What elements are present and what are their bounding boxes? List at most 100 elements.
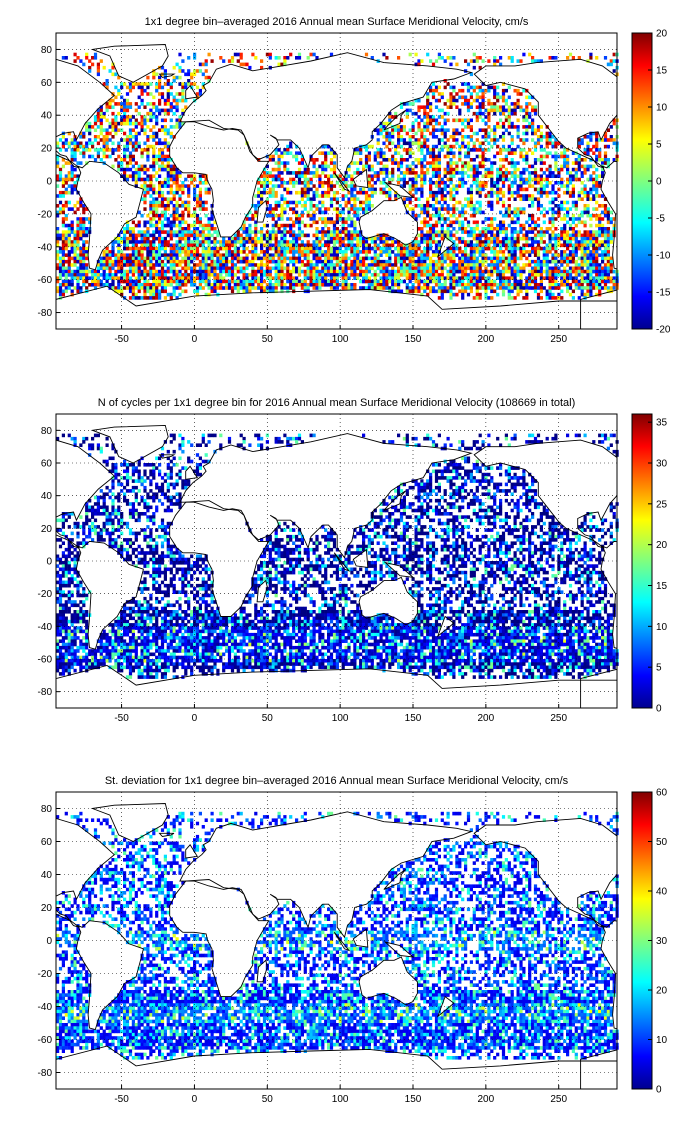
data-cell (534, 181, 537, 185)
data-cell (482, 148, 485, 152)
data-cell (514, 151, 517, 155)
data-cell (461, 250, 464, 254)
data-cell (537, 135, 540, 139)
data-cell (228, 260, 231, 264)
data-cell (572, 201, 575, 205)
data-cell (377, 132, 380, 136)
data-cell (572, 234, 575, 238)
data-cell (581, 191, 584, 195)
data-cell (432, 96, 435, 100)
data-cell (508, 240, 511, 244)
data-cell (275, 267, 278, 271)
data-cell (549, 247, 552, 251)
data-cell (502, 165, 505, 169)
data-cell (400, 247, 403, 251)
data-cell (563, 250, 566, 254)
data-cell (394, 260, 397, 264)
data-cell (237, 59, 240, 63)
data-cell (62, 191, 65, 195)
data-cell (240, 63, 243, 67)
data-cell (333, 221, 336, 225)
data-cell (476, 184, 479, 188)
data-cell (231, 263, 234, 267)
data-cell (336, 234, 339, 238)
data-cell (304, 194, 307, 198)
data-cell (82, 234, 85, 238)
data-cell (479, 105, 482, 109)
data-cell (432, 155, 435, 159)
data-cell (286, 201, 289, 205)
data-cell (406, 204, 409, 208)
data-cell (388, 158, 391, 162)
data-cell (496, 230, 499, 234)
data-cell (534, 161, 537, 165)
data-cell (176, 178, 179, 182)
data-cell (584, 148, 587, 152)
data-cell (417, 253, 420, 257)
data-cell (146, 234, 149, 238)
data-cell (397, 250, 400, 254)
data-cell (487, 237, 490, 241)
data-cell (601, 171, 604, 175)
data-cell (161, 119, 164, 123)
data-cell (129, 263, 132, 267)
data-cell (490, 204, 493, 208)
data-cell (575, 260, 578, 264)
data-cell (129, 257, 132, 261)
data-cell (190, 230, 193, 234)
data-cell (514, 125, 517, 129)
data-cell (333, 155, 336, 159)
data-cell (152, 174, 155, 178)
data-cell (275, 253, 278, 257)
data-cell (313, 250, 316, 254)
data-cell (531, 109, 534, 113)
data-cell (417, 138, 420, 142)
data-cell (280, 263, 283, 267)
data-cell (143, 230, 146, 234)
data-cell (409, 263, 412, 267)
data-cell (196, 204, 199, 208)
data-cell (584, 221, 587, 225)
data-cell (106, 250, 109, 254)
data-cell (254, 240, 257, 244)
data-cell (315, 237, 318, 241)
data-cell (458, 227, 461, 231)
data-cell (295, 257, 298, 261)
data-cell (138, 250, 141, 254)
data-cell (289, 247, 292, 251)
data-cell (68, 174, 71, 178)
data-cell (479, 263, 482, 267)
data-cell (117, 89, 120, 93)
data-cell (170, 224, 173, 228)
data-cell (345, 257, 348, 261)
data-cell (176, 181, 179, 185)
data-cell (435, 267, 438, 271)
data-cell (339, 214, 342, 218)
data-cell (540, 188, 543, 192)
data-cell (117, 145, 120, 149)
data-cell (283, 207, 286, 211)
data-cell (610, 138, 613, 142)
data-cell (449, 181, 452, 185)
data-cell (76, 234, 79, 238)
data-cell (449, 135, 452, 139)
data-cell (173, 263, 176, 267)
data-cell (397, 125, 400, 129)
data-cell (164, 253, 167, 257)
data-cell (94, 135, 97, 139)
data-cell (196, 69, 199, 73)
data-cell (528, 171, 531, 175)
data-cell (528, 122, 531, 126)
data-cell (333, 247, 336, 251)
data-cell (295, 221, 298, 225)
data-cell (502, 158, 505, 162)
data-cell (345, 247, 348, 251)
data-cell (438, 168, 441, 172)
data-cell (560, 168, 563, 172)
data-cell (228, 237, 231, 241)
data-cell (138, 234, 141, 238)
data-cell (353, 214, 356, 218)
data-cell (382, 260, 385, 264)
data-cell (432, 161, 435, 165)
data-cell (607, 207, 610, 211)
